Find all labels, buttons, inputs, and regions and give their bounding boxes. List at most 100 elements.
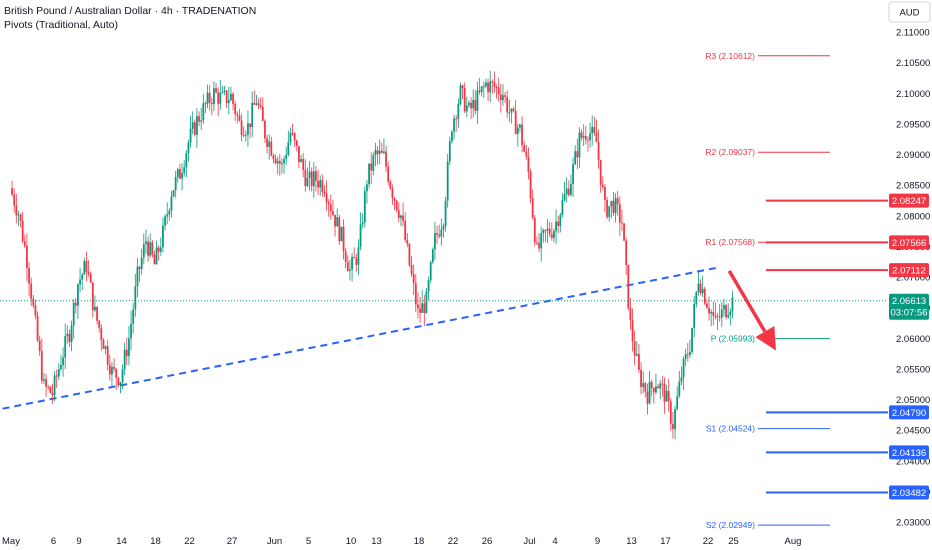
candle-body	[385, 151, 387, 167]
candle-body	[238, 115, 241, 121]
candle-body	[363, 191, 366, 223]
candle-body	[470, 102, 472, 109]
candle-body	[729, 311, 732, 316]
x-tick-label: 18	[414, 536, 425, 547]
candle-body	[302, 159, 305, 170]
candle-body	[548, 228, 551, 235]
candle-body	[493, 82, 496, 88]
candle-body	[601, 184, 604, 188]
candle-body	[28, 267, 30, 284]
currency-label: AUD	[899, 8, 919, 19]
candle-body	[100, 327, 103, 341]
candle-body	[208, 92, 211, 103]
candle-body	[115, 368, 118, 378]
y-tick-label: 2.10000	[896, 89, 930, 100]
candle-body	[253, 102, 256, 105]
candle-body	[108, 364, 111, 375]
candle-body	[236, 114, 239, 116]
candle-body	[476, 90, 479, 111]
x-tick-label: 10	[346, 536, 357, 547]
candle-body	[183, 167, 186, 173]
candle-body	[697, 283, 700, 292]
candle-body	[202, 103, 205, 121]
candle-body	[329, 204, 332, 212]
candle-body	[349, 269, 351, 271]
candle-body	[725, 305, 727, 318]
y-tick-label: 2.08000	[896, 211, 930, 222]
candle-body	[306, 177, 309, 187]
time-axis[interactable]: May 6 9 14 18 22 27 Jun 5 10 13 18 22 26 Jul 4 9 13 17 22 25…	[2, 536, 801, 547]
candle-body	[612, 200, 615, 213]
candle-body	[172, 190, 175, 197]
level-price-label: 2.08247	[892, 196, 926, 207]
candle-body	[557, 221, 560, 227]
candle-body	[196, 116, 198, 135]
candle-body	[606, 199, 608, 218]
level-price-label: 2.04136	[892, 448, 926, 459]
candle-body	[397, 210, 400, 219]
price-axis[interactable]: AUD 2.030002.035002.040002.045002.050002…	[888, 0, 932, 550]
candle-body	[489, 81, 492, 93]
current-price-label: 2.06613	[892, 296, 926, 307]
candle-body	[130, 323, 132, 339]
candle-body	[193, 122, 196, 135]
candle-body	[506, 96, 509, 113]
currency-box[interactable]	[888, 1, 931, 23]
candle-body	[30, 283, 33, 299]
symbol-title[interactable]: British Pound / Australian Dollar · 4h ·…	[4, 5, 257, 17]
candle-body	[123, 349, 126, 370]
pivot-label-r3: R3 (2.10612)	[705, 51, 755, 61]
candle-body	[145, 241, 147, 245]
candle-body	[68, 333, 71, 343]
candle-body	[247, 123, 249, 135]
candle-body	[567, 188, 570, 195]
candle-body	[580, 132, 583, 138]
candle-body	[701, 288, 704, 294]
candle-body	[289, 133, 292, 143]
indicator-label[interactable]: Pivots (Traditional, Auto)	[4, 19, 118, 31]
level-price-tag	[889, 485, 929, 500]
candle-body	[463, 88, 466, 112]
candle-body	[674, 409, 676, 429]
candle-body	[512, 108, 515, 111]
candle-body	[627, 264, 630, 309]
candle-body	[332, 211, 334, 215]
x-tick-label: 17	[660, 536, 671, 547]
candle-body	[40, 350, 43, 381]
candle-body	[714, 315, 717, 317]
candle-body	[125, 349, 128, 357]
candle-body	[516, 127, 519, 134]
candle-body	[478, 90, 481, 92]
candle-body	[308, 171, 311, 178]
candle-body	[400, 215, 402, 219]
candle-body	[642, 383, 645, 387]
trendline[interactable]	[2, 266, 717, 410]
candle-body	[727, 315, 730, 318]
candle-body	[648, 381, 651, 404]
candle-body	[287, 142, 290, 155]
candle-body	[111, 366, 113, 375]
candle-body	[678, 381, 681, 397]
candle-body	[431, 249, 434, 263]
candle-body	[36, 315, 39, 341]
candle-body	[32, 298, 35, 306]
candle-body	[274, 158, 277, 164]
candle-body	[98, 320, 101, 328]
candle-body	[304, 169, 307, 187]
candle-body	[389, 181, 392, 189]
candle-body	[13, 194, 16, 206]
candle-body	[102, 340, 105, 349]
candle-body	[181, 172, 183, 179]
candle-body	[491, 81, 494, 83]
candle-body	[391, 188, 394, 199]
candle-body	[85, 261, 88, 272]
level-price-tag	[889, 445, 929, 460]
candle-body	[189, 128, 192, 143]
candle-body	[55, 375, 58, 377]
candle-body	[151, 242, 154, 255]
candle-body	[610, 200, 613, 207]
candle-body	[395, 200, 398, 211]
candle-body	[259, 105, 262, 107]
candle-body	[565, 188, 568, 195]
